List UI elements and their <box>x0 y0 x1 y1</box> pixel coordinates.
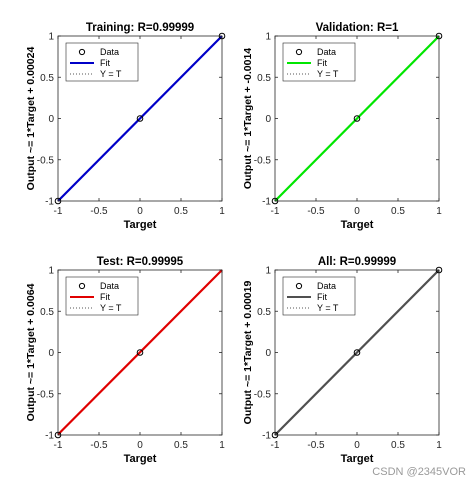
subplot-2: -1 -0.5 0 0.5 1 -1 -0.5 0 0.5 1 Validation: R=1 Tar… <box>242 22 443 231</box>
y-tick-label: 0 <box>265 348 271 359</box>
subplot-3: -1 -0.5 0 0.5 1 -1 -0.5 0 0.5 1 Test: R=0.99995 Tar… <box>25 256 225 465</box>
subplot-4: -1 -0.5 0 0.5 1 -1 -0.5 0 0.5 1 All: R=0.99999 Targ… <box>242 256 443 465</box>
x-tick-label: -0.5 <box>90 440 108 451</box>
data-point <box>136 115 144 122</box>
data-point <box>353 349 361 356</box>
x-tick-label: 1 <box>436 440 442 451</box>
x-tick-label: 0.5 <box>391 206 405 217</box>
chart-title: All: R=0.99999 <box>318 256 396 268</box>
y-axis-label: Output ~= 1*Target + 0.00019 <box>242 281 254 425</box>
y-tick-label: -0.5 <box>254 155 272 166</box>
chart-title: Training: R=0.99999 <box>86 22 194 34</box>
legend-label: Y = T <box>100 303 122 313</box>
y-axis-label: Output ~= 1*Target + -0.0014 <box>242 48 254 189</box>
y-tick-label: -1 <box>262 197 271 208</box>
x-tick-label: 1 <box>219 206 225 217</box>
x-tick-label: 0 <box>354 206 360 217</box>
legend-label: Data <box>317 281 336 291</box>
x-tick-label: -1 <box>271 440 280 451</box>
data-point <box>353 115 361 122</box>
data-point <box>136 349 144 356</box>
legend-data-marker <box>78 48 86 56</box>
fit-line <box>274 269 440 436</box>
x-tick-label: 0 <box>137 440 143 451</box>
y-tick-label: -1 <box>45 431 54 442</box>
fit-line <box>57 35 223 202</box>
x-tick-label: 1 <box>436 206 442 217</box>
legend-data-marker <box>78 282 86 290</box>
x-tick-label: -1 <box>271 206 280 217</box>
y-axis-label: Output ~= 1*Target + 0.0064 <box>25 283 37 421</box>
y-tick-label: 1 <box>265 266 271 277</box>
x-tick-label: 0.5 <box>391 440 405 451</box>
y-tick-label: -1 <box>45 197 54 208</box>
x-tick-label: -0.5 <box>307 440 325 451</box>
legend-data-marker <box>295 48 303 56</box>
legend-label: Fit <box>100 58 110 68</box>
y-tick-label: -1 <box>262 431 271 442</box>
y-tick-label: 1 <box>265 32 271 43</box>
x-tick-label: -0.5 <box>90 206 108 217</box>
legend-label: Y = T <box>100 69 122 79</box>
legend-label: Y = T <box>317 303 339 313</box>
x-tick-label: -1 <box>54 440 63 451</box>
y-tick-label: 0 <box>48 348 54 359</box>
x-axis-label: Target <box>124 453 157 465</box>
x-tick-label: 1 <box>219 440 225 451</box>
legend-label: Data <box>100 47 119 57</box>
legend-data-marker <box>295 282 303 290</box>
legend-label: Fit <box>100 292 110 302</box>
legend-label: Data <box>100 281 119 291</box>
subplot-1: -1 -0.5 0 0.5 1 -1 -0.5 0 0.5 1 Training: R=0.9999… <box>25 22 226 231</box>
watermark: CSDN @2345VOR <box>372 466 466 478</box>
chart-title: Test: R=0.99995 <box>97 256 184 268</box>
y-tick-label: 0 <box>265 114 271 125</box>
y-tick-label: -0.5 <box>37 155 55 166</box>
x-tick-label: 0 <box>137 206 143 217</box>
y-tick-label: 0.5 <box>257 73 271 84</box>
y-tick-label: 1 <box>48 32 54 43</box>
y-tick-label: -0.5 <box>254 389 272 400</box>
legend-label: Y = T <box>317 69 339 79</box>
fit-line <box>274 35 440 202</box>
y-tick-label: 0.5 <box>40 73 54 84</box>
legend-label: Fit <box>317 292 327 302</box>
x-tick-label: 0.5 <box>174 440 188 451</box>
x-tick-label: -0.5 <box>307 206 325 217</box>
fit-line <box>57 269 223 436</box>
y-tick-label: 0.5 <box>40 307 54 318</box>
x-axis-label: Target <box>341 219 374 231</box>
legend-label: Data <box>317 47 336 57</box>
y-tick-label: 0.5 <box>257 307 271 318</box>
x-tick-label: 0 <box>354 440 360 451</box>
chart-title: Validation: R=1 <box>316 22 399 34</box>
x-tick-label: 0.5 <box>174 206 188 217</box>
legend-label: Fit <box>317 58 327 68</box>
legend-box <box>65 276 139 316</box>
y-tick-label: 0 <box>48 114 54 125</box>
y-tick-label: -0.5 <box>37 389 55 400</box>
x-axis-label: Target <box>124 219 157 231</box>
x-tick-label: -1 <box>54 206 63 217</box>
y-axis-label: Output ~= 1*Target + 0.00024 <box>25 47 37 191</box>
x-axis-label: Target <box>341 453 374 465</box>
y-tick-label: 1 <box>48 266 54 277</box>
